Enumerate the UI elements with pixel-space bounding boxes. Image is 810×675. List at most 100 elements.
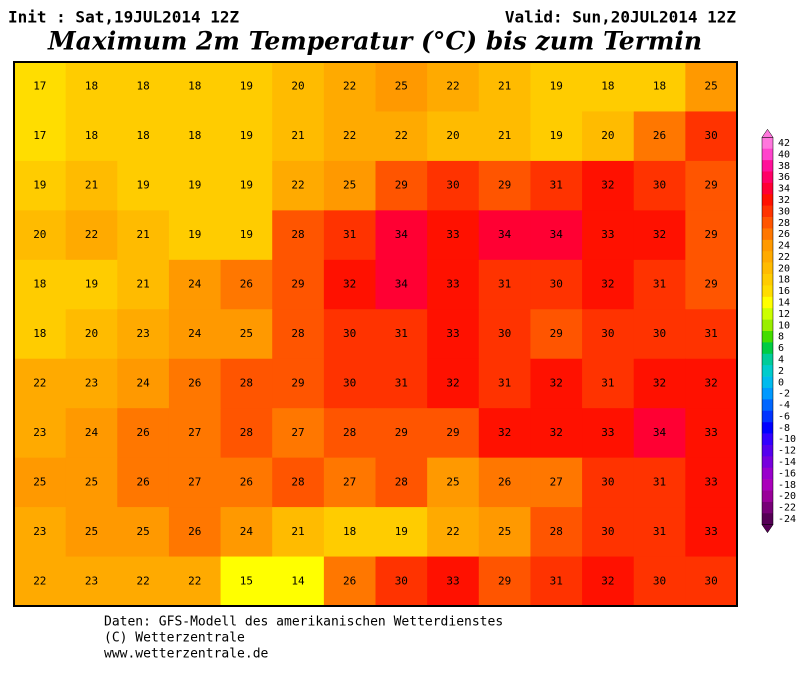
temperature-cell [65, 210, 118, 261]
temperature-label: 28 [343, 426, 356, 439]
temperature-label: 24 [136, 376, 150, 389]
temperature-label: 30 [705, 574, 718, 587]
temperature-label: 25 [240, 327, 253, 340]
colorbar-frame [761, 137, 774, 525]
colorbar-label: 6 [778, 343, 784, 354]
temperature-label: 28 [550, 525, 563, 538]
colorbar-label: 12 [778, 309, 790, 320]
temperature-label: 19 [240, 80, 253, 93]
temperature-label: 25 [33, 475, 46, 488]
temperature-label: 22 [33, 574, 46, 587]
temperature-cell [117, 309, 170, 360]
temperature-label: 21 [136, 228, 149, 241]
temperature-cell [323, 62, 376, 112]
colorbar-swatch [762, 171, 773, 184]
temperature-cell [478, 160, 531, 211]
temperature-label: 31 [653, 525, 666, 538]
map: 17 18 18 18 19 20 22 25 22 21 19 18 18 25 17 18 18 18 19 21… [14, 62, 738, 607]
footer-copyright: (C) Wetterzentrale [104, 631, 245, 646]
temperature-label: 30 [343, 327, 356, 340]
colorbar-swatch [762, 376, 773, 389]
temperature-label: 33 [446, 228, 459, 241]
temperature-label: 26 [136, 426, 149, 439]
temperature-cell [168, 309, 222, 360]
temperature-label: 29 [291, 278, 304, 291]
temperature-label: 22 [85, 228, 98, 241]
temperature-label: 30 [343, 376, 356, 389]
temperature-label: 19 [240, 129, 253, 142]
temperature-cell [375, 62, 428, 112]
temperature-cell [375, 556, 428, 607]
colorbar-label: 24 [778, 241, 790, 252]
temperature-label: 19 [240, 179, 253, 192]
temperature-label: 31 [550, 574, 563, 587]
temperature-label: 26 [653, 129, 666, 142]
temperature-cell [582, 507, 635, 558]
colorbar-label: 40 [778, 149, 790, 160]
temperature-cell [323, 259, 376, 310]
temperature-label: 20 [446, 129, 459, 142]
temperature-label: 30 [653, 327, 666, 340]
temperature-cell [530, 210, 583, 261]
temperature-cell [272, 111, 325, 162]
temperature-cell [427, 408, 480, 459]
colorbar-swatch [762, 331, 773, 343]
temperature-label: 22 [343, 129, 356, 142]
temperature-cell [65, 358, 118, 409]
temperature-cell [633, 507, 686, 558]
colorbar-swatch [762, 308, 773, 320]
temperature-label: 18 [601, 80, 614, 93]
map-title: Maximum 2m Temperatur (°C) bis zum Termi… [47, 27, 702, 56]
temperature-label: 29 [395, 179, 408, 192]
temperature-cell [117, 507, 170, 558]
temperature-label: 24 [188, 278, 202, 291]
colorbar-label: -4 [778, 400, 790, 411]
temperature-label: 22 [446, 525, 459, 538]
colorbar-swatch [762, 160, 773, 172]
temperature-label: 18 [136, 129, 149, 142]
temperature-cell [633, 358, 686, 409]
temperature-cell [633, 408, 686, 459]
temperature-label: 32 [550, 376, 563, 389]
temperature-label: 14 [291, 574, 305, 587]
temperature-cell [65, 111, 118, 162]
temperature-label: 21 [498, 80, 511, 93]
temperature-label: 18 [33, 278, 46, 291]
temperature-cell [375, 408, 428, 459]
temperature-cell [530, 408, 583, 459]
temperature-label: 26 [240, 475, 253, 488]
colorbar-label: 22 [778, 252, 790, 263]
temperature-cell [633, 259, 686, 310]
temperature-cell [168, 210, 222, 261]
temperature-cell [14, 259, 67, 310]
temperature-label: 32 [705, 376, 718, 389]
temperature-cell [582, 210, 635, 261]
colorbar-swatch [762, 513, 773, 525]
temperature-label: 20 [85, 327, 98, 340]
temperature-label: 34 [395, 278, 409, 291]
temperature-label: 33 [705, 525, 718, 538]
temperature-cell [633, 62, 686, 112]
temperature-cell [14, 556, 67, 607]
temperature-label: 22 [188, 574, 201, 587]
temperature-label: 26 [136, 475, 149, 488]
temperature-cell [272, 259, 325, 310]
temperature-cell [427, 457, 480, 508]
temperature-cell [220, 408, 273, 459]
temperature-cell [272, 408, 325, 459]
temperature-label: 31 [653, 278, 666, 291]
colorbar-swatch [762, 422, 773, 434]
temperature-cell [375, 259, 428, 310]
temperature-cell [168, 457, 222, 508]
temperature-label: 26 [343, 574, 356, 587]
temperature-cell [65, 309, 118, 360]
temperature-label: 18 [188, 80, 201, 93]
temperature-cell [478, 358, 531, 409]
temperature-cell [633, 111, 686, 162]
temperature-label: 30 [550, 278, 563, 291]
temperature-label: 21 [136, 278, 149, 291]
temperature-label: 22 [291, 179, 304, 192]
temperature-cell [685, 408, 738, 459]
temperature-label: 17 [33, 80, 46, 93]
